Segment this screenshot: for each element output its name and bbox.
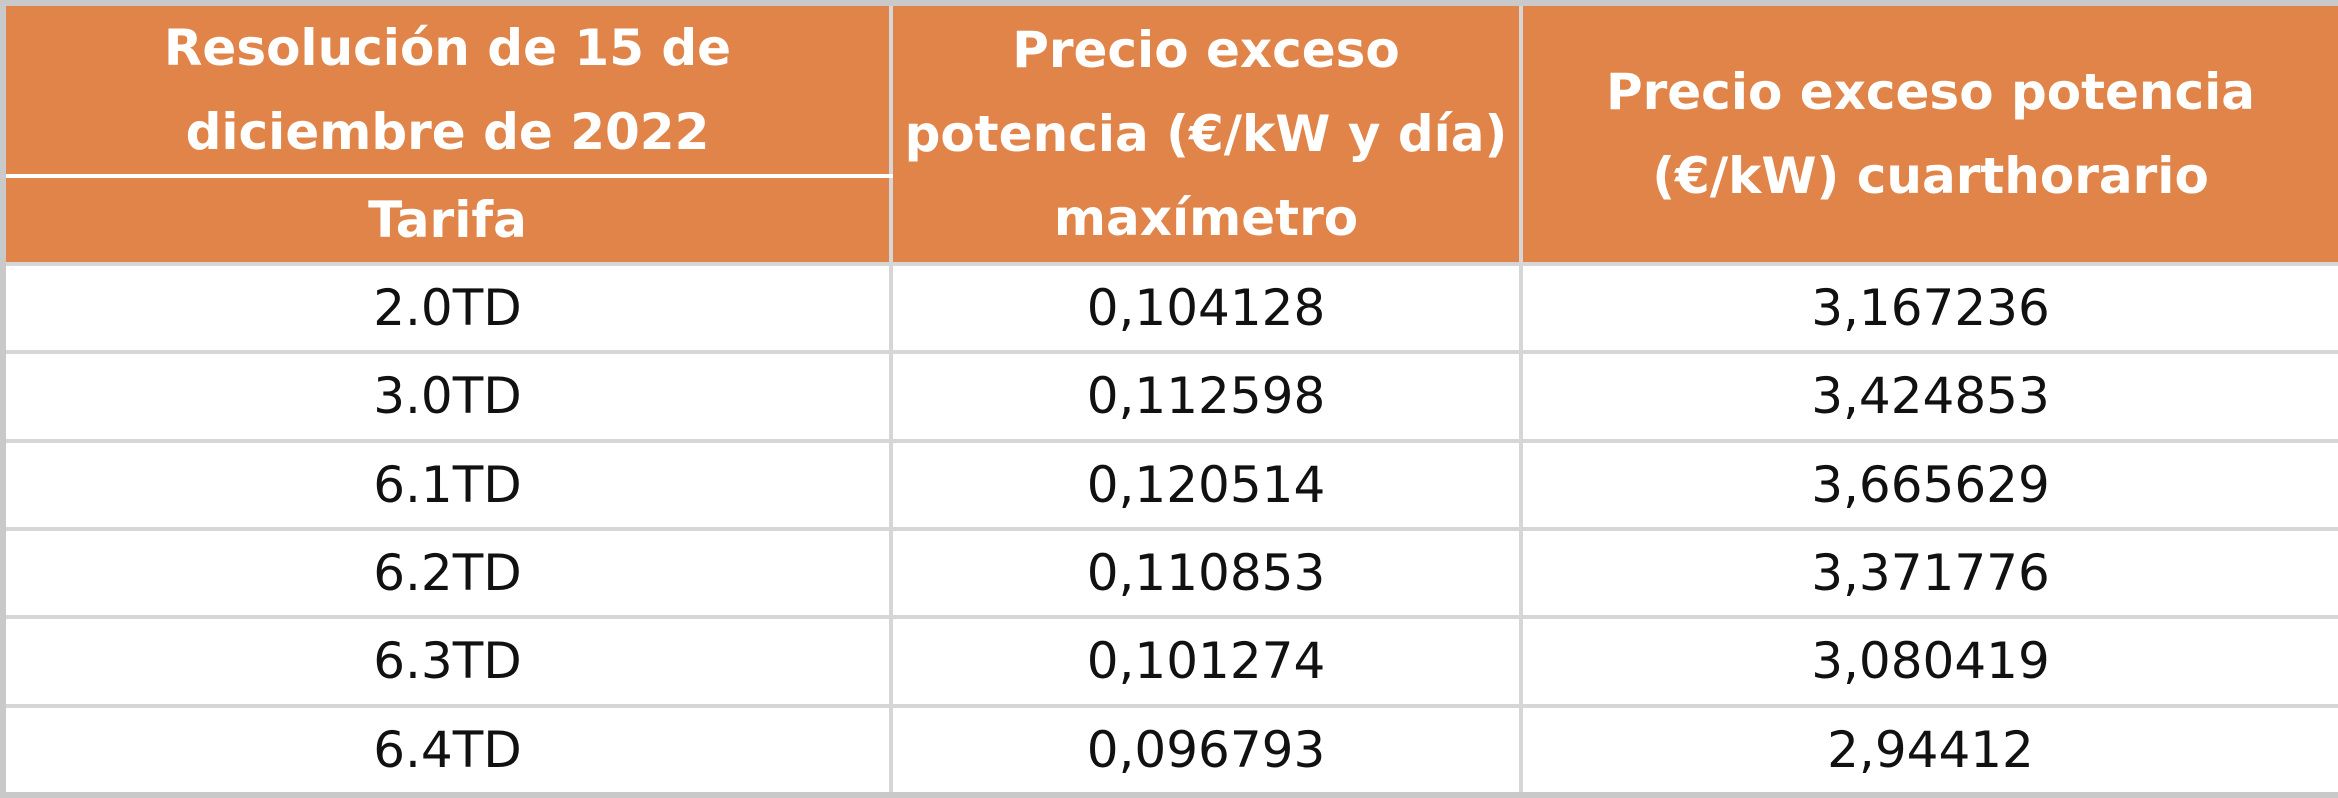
tarifa-cell: 6.3TD: [1, 615, 893, 708]
header-cuarthorario: Precio exceso potencia (€/kW) cuarthorar…: [1519, 1, 2338, 266]
header-group: Resolución de 15 de diciembre de 2022: [1, 1, 893, 178]
table-row: 6.2TD 0,110853 3,371776: [1, 526, 2338, 620]
header-maximetro: Precio exceso potencia (€/kW y día) maxí…: [889, 1, 1523, 266]
maximetro-cell: 0,120514: [889, 438, 1523, 531]
tarifa-cell: 6.1TD: [1, 438, 893, 531]
header-tarifa: Tarifa: [1, 174, 893, 266]
cuarthorario-cell: 3,424853: [1519, 350, 2338, 443]
table-body: 2.0TD 0,104128 3,167236 3.0TD 0,112598 3,4248…: [1, 261, 2338, 798]
table-row: 2.0TD 0,104128 3,167236: [1, 261, 2338, 355]
maximetro-cell: 0,112598: [889, 350, 1523, 443]
cuarthorario-cell: 3,665629: [1519, 438, 2338, 531]
cuarthorario-cell: 3,167236: [1519, 261, 2338, 355]
tarifa-cell: 3.0TD: [1, 350, 893, 443]
table-row: 3.0TD 0,112598 3,424853: [1, 350, 2338, 443]
table-row: 6.3TD 0,101274 3,080419: [1, 615, 2338, 708]
maximetro-cell: 0,096793: [889, 703, 1523, 798]
tarifa-cell: 6.4TD: [1, 703, 893, 798]
maximetro-cell: 0,110853: [889, 526, 1523, 620]
cuarthorario-cell: 3,080419: [1519, 615, 2338, 708]
maximetro-cell: 0,101274: [889, 615, 1523, 708]
tarifa-cell: 2.0TD: [1, 261, 893, 355]
cuarthorario-cell: 2,94412: [1519, 703, 2338, 798]
cuarthorario-cell: 3,371776: [1519, 526, 2338, 620]
table-row: 6.4TD 0,096793 2,94412: [1, 703, 2338, 798]
maximetro-cell: 0,104128: [889, 261, 1523, 355]
tarifa-cell: 6.2TD: [1, 526, 893, 620]
table-row: 6.1TD 0,120514 3,665629: [1, 438, 2338, 531]
